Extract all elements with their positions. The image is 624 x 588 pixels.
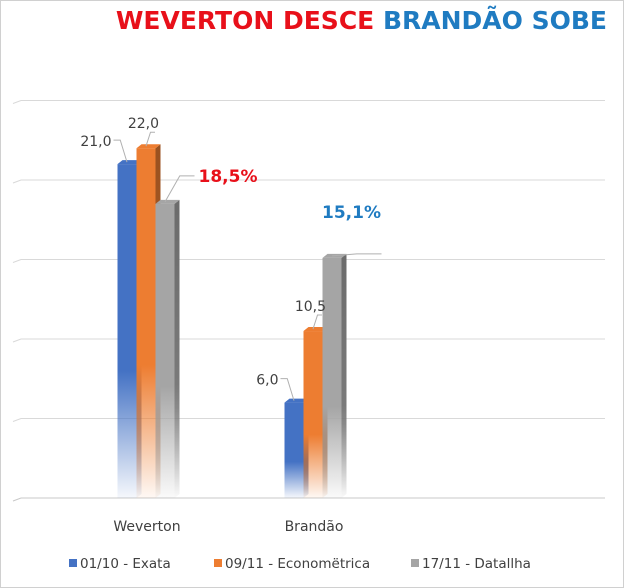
legend-label-3: 17/11 - Datallha [422, 556, 531, 572]
bar-top [117, 160, 142, 165]
data-label-weverton-series-3: 18,5% [199, 167, 258, 187]
data-label-brandao-series-1: 6,0 [256, 373, 278, 389]
gridline [12, 338, 605, 343]
bar-side-shade [174, 199, 180, 498]
bar-weverton-series-2 [136, 148, 156, 498]
bar-brandao-series-3 [322, 257, 342, 498]
bar-top [284, 398, 309, 403]
label-leader-line [145, 131, 155, 147]
legend-swatch-2 [214, 559, 222, 567]
legend-swatch-3 [411, 559, 419, 567]
label-leader-line [164, 175, 195, 203]
label-leader-line [312, 314, 322, 330]
data-label-brandao-series-3: 15,1% [322, 203, 381, 223]
bar-brandao-series-2 [303, 331, 323, 498]
data-label-brandao-series-2: 10,5 [295, 299, 326, 315]
label-leader-line [331, 253, 382, 257]
baseline [12, 497, 605, 502]
bar-side-shade [341, 253, 347, 498]
bar-top [303, 327, 328, 332]
gridline [12, 259, 605, 263]
bar-weverton-series-3 [155, 203, 175, 498]
data-label-weverton-series-2: 22,0 [128, 116, 159, 132]
bar-brandao-series-1 [284, 402, 304, 498]
legend-label-2: 09/11 - Economëtrica [225, 556, 370, 572]
gridline [12, 179, 605, 184]
gridline [12, 418, 605, 422]
legend-swatch-1 [69, 559, 77, 567]
title-part-blue: BRANDÃO SOBE [382, 6, 607, 35]
chart-title: WEVERTON DESCE BRANDÃO SOBE [1, 6, 607, 35]
title-part-red: WEVERTON DESCE [115, 6, 375, 35]
category-label-brandao: Brandão [285, 519, 344, 535]
bar-weverton-series-1 [117, 164, 137, 498]
gridline [12, 100, 605, 104]
data-label-weverton-series-1: 21,0 [80, 134, 111, 150]
label-leader-line [113, 139, 128, 163]
label-leader-line [280, 378, 295, 401]
category-label-weverton: Weverton [113, 519, 180, 535]
bar-top [155, 199, 180, 204]
bar-top [136, 144, 161, 149]
legend-label-1: 01/10 - Exata [80, 556, 171, 572]
